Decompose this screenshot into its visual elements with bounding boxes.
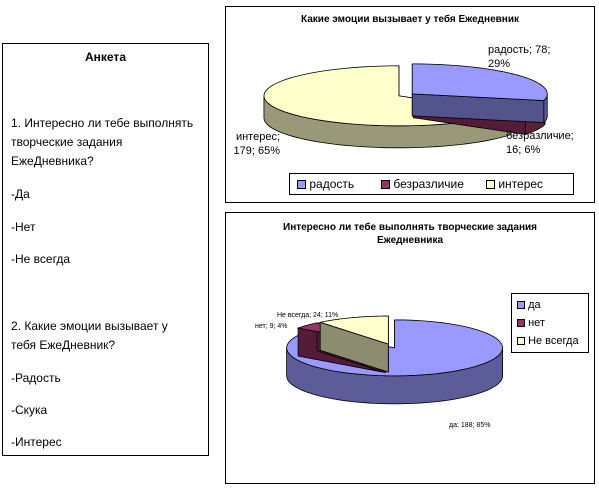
legend-label: радость bbox=[309, 177, 355, 191]
chart-title: Какие эмоции вызывает у тебя Ежедневник bbox=[301, 14, 519, 25]
creative-tasks-chart: Интересно ли тебе выполнять творческие з… bbox=[225, 212, 595, 484]
creative-tasks-pie-svg bbox=[286, 315, 504, 405]
data-label-joy: радость; 78; 29% bbox=[488, 44, 551, 70]
survey-question-2: 2. Какие эмоции вызывает у тебя ЕжеДневн… bbox=[11, 319, 168, 352]
survey-option-boredom: -Скука bbox=[11, 403, 48, 417]
legend-entry-not-always: Не всегда bbox=[517, 335, 579, 347]
survey-option-no: -Нет bbox=[11, 220, 36, 234]
legend: радость безразличие интерес bbox=[289, 173, 574, 195]
data-label-yes: да; 188; 85% bbox=[449, 422, 491, 429]
survey-panel: Анкета 1. Интересно ли тебе выполнять тв… bbox=[2, 43, 209, 456]
legend-label: да bbox=[528, 299, 541, 311]
legend-label: интерес bbox=[498, 177, 544, 191]
pie-slice-joy bbox=[411, 63, 548, 124]
legend-swatch bbox=[517, 319, 525, 328]
survey-option-yes: -Да bbox=[11, 187, 30, 201]
legend-label: Не всегда bbox=[528, 335, 579, 347]
legend-label: безразличие bbox=[393, 177, 464, 191]
legend-entry-joy: радость bbox=[297, 177, 354, 191]
legend-label: нет bbox=[528, 317, 545, 329]
legend-entry-yes: да bbox=[517, 299, 541, 311]
survey-option-interest: -Интерес bbox=[11, 435, 62, 449]
emotions-chart: Какие эмоции вызывает у тебя Ежедневник … bbox=[225, 6, 595, 203]
legend-swatch bbox=[381, 180, 390, 190]
legend-swatch bbox=[517, 301, 525, 310]
legend-entry-no: нет bbox=[517, 317, 545, 329]
survey-option-not-always: -Не всегда bbox=[11, 252, 71, 266]
legend-swatch bbox=[517, 337, 525, 346]
legend-swatch bbox=[486, 180, 495, 190]
data-label-interest: интерес; 179; 65% bbox=[233, 131, 280, 157]
legend-entry-interest: интерес bbox=[486, 177, 543, 191]
data-label-no: нет; 9; 4% bbox=[255, 323, 288, 330]
survey-title: Анкета bbox=[85, 50, 126, 64]
emotions-pie-svg bbox=[263, 63, 548, 149]
survey-option-joy: -Радость bbox=[11, 371, 61, 385]
chart-title: Интересно ли тебе выполнять творческие з… bbox=[283, 222, 537, 246]
survey-question-1: 1. Интересно ли тебе выполнять творчески… bbox=[11, 116, 194, 168]
legend: да нет Не всегда bbox=[511, 293, 589, 353]
data-label-indifference: безразличие; 16; 6% bbox=[506, 130, 574, 156]
legend-entry-indifference: безразличие bbox=[381, 177, 464, 191]
data-label-not-always: Не всегда; 24; 11% bbox=[277, 312, 339, 319]
pie-slice-not-always bbox=[318, 315, 389, 373]
legend-swatch bbox=[297, 180, 306, 190]
